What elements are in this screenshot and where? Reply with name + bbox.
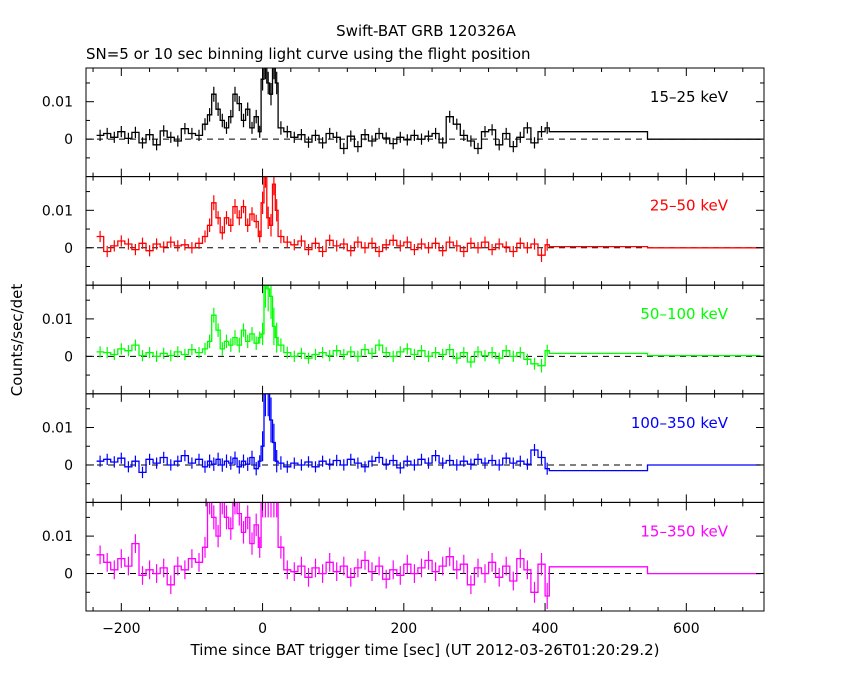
series-label: 15–350 keV (640, 522, 728, 540)
series-1 (96, 68, 761, 155)
panel-frame (85, 176, 765, 286)
series-line (96, 393, 761, 474)
y-tick-label: 0.01 (42, 312, 73, 328)
y-tick-label: 0.01 (42, 529, 73, 545)
series-4 (96, 393, 761, 479)
y-tick-label: 0 (64, 241, 73, 257)
series-5 (96, 502, 761, 610)
y-tick-label: 0 (64, 458, 73, 474)
panel-4: 0 0.01 100–350 keV (42, 393, 765, 503)
series-label: 15–25 keV (650, 88, 729, 106)
y-tick-label: 0.01 (42, 421, 73, 437)
panel-5: 0 0.01 15–350 keV (42, 501, 765, 612)
series-2 (96, 176, 761, 262)
series-line (96, 285, 761, 367)
x-tick-label: 400 (532, 621, 559, 637)
panel-frame (85, 67, 765, 178)
x-axis-label: Time since BAT trigger time [sec] (UT 20… (190, 641, 660, 659)
y-tick-label: 0 (64, 349, 73, 365)
panel-1: 0 0.01 15–25 keV (42, 67, 765, 178)
panel-3: 0 0.01 50–100 keV (42, 284, 765, 395)
y-tick-label: 0 (64, 567, 73, 583)
panel-frame (85, 393, 765, 503)
x-tick-label: 200 (390, 621, 417, 637)
series-label: 50–100 keV (640, 305, 728, 323)
series-label: 25–50 keV (650, 197, 729, 215)
y-tick-label: 0.01 (42, 95, 73, 111)
chart-title: Swift-BAT GRB 120326A (336, 22, 516, 40)
chart-subtitle: SN=5 or 10 sec binning light curve using… (86, 45, 531, 63)
panels-group: 0 0.01 15–25 keV 0 0.01 25–50 keV 0 0.01 50–100 … (42, 67, 765, 637)
series-line (96, 502, 761, 597)
series-line (96, 176, 761, 256)
y-tick-label: 0.01 (42, 203, 73, 219)
y-tick-label: 0 (64, 132, 73, 148)
series-3 (96, 285, 761, 373)
x-tick-label: 0 (258, 621, 267, 637)
panel-frame (85, 501, 765, 612)
x-tick-label: 600 (673, 621, 700, 637)
panel-frame (85, 284, 765, 395)
y-axis-label: Counts/sec/det (8, 284, 26, 397)
series-line (96, 68, 761, 150)
x-tick-label: −200 (102, 621, 140, 637)
panel-2: 0 0.01 25–50 keV (42, 176, 765, 286)
series-label: 100–350 keV (631, 414, 729, 432)
